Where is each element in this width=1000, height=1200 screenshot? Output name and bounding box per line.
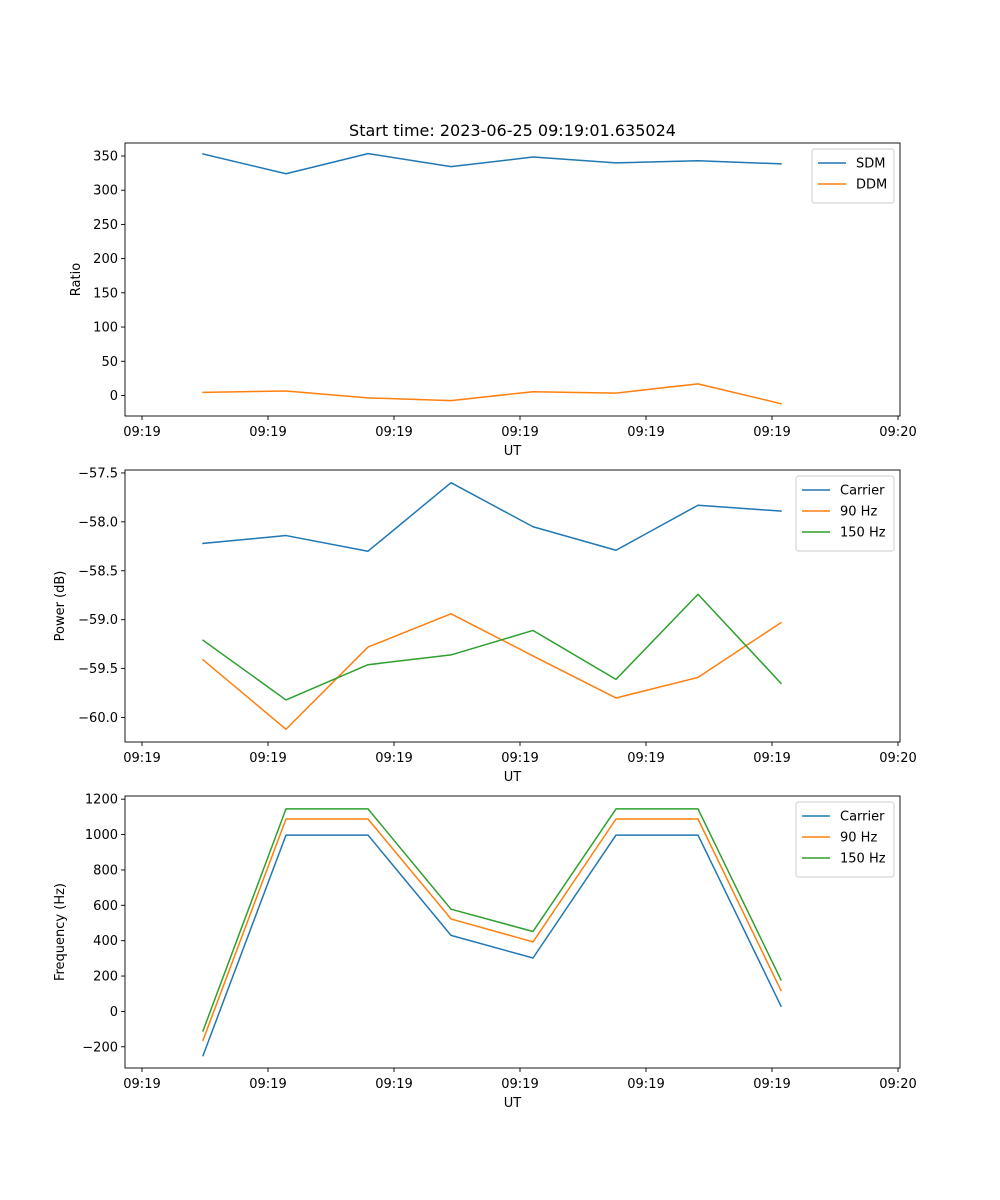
y-tick-label: 300 [93,184,118,199]
y-axis-label: Frequency (Hz) [53,883,68,981]
y-tick-label: 100 [93,321,118,336]
legend-label: DDM [856,178,887,193]
series-line-150-hz [201,593,783,701]
y-axis-label: Ratio [69,263,84,296]
x-tick-label: 09:19 [123,425,160,440]
y-tick-label: 1000 [85,828,118,843]
series-line-carrier [202,834,783,1057]
x-axis-label: UT [504,1096,522,1111]
x-tick-label: 09:19 [627,1077,664,1092]
legend: Carrier 90 Hz 150 Hz [795,801,895,878]
legend-label: 90 Hz [840,505,877,520]
legend-label: Carrier [840,484,885,499]
chart-title: Start time: 2023-06-25 09:19:01.635024 [349,121,676,140]
plot-frame [124,469,901,743]
x-axis-label: UT [504,444,522,459]
series-line-sdm [202,152,782,175]
x-tick-label: 09:19 [249,425,286,440]
y-axis-label: Power (dB) [53,571,68,642]
y-tick-label: 0 [110,389,118,404]
y-tick-label: 150 [93,286,118,301]
x-tick-label: 09:19 [627,751,664,766]
y-tick-label: 400 [93,934,118,949]
x-tick-label: 09:19 [249,751,286,766]
y-tick-label: −59.0 [78,613,118,628]
y-tick-label: −58.5 [78,564,118,579]
legend-label: SDM [856,157,885,172]
y-tick-label: 250 [93,218,118,233]
x-tick-label: 09:19 [627,425,664,440]
y-tick-label: −60.0 [78,711,118,726]
plot-frame [124,795,901,1069]
x-tick-label: 09:19 [375,751,412,766]
plot-frame [124,142,901,417]
x-tick-label: 09:20 [879,751,916,766]
legend-label: 150 Hz [840,526,886,541]
x-tick-label: 09:19 [501,1077,538,1092]
y-tick-label: 200 [93,252,118,267]
x-tick-label: 09:19 [249,1077,286,1092]
chart-panel-1: Start time: 2023-06-25 09:19:01.635024 09… [69,121,917,459]
x-tick-label: 09:19 [375,1077,412,1092]
y-tick-label: 200 [93,970,118,985]
series-line-ddm [202,383,782,405]
x-tick-label: 09:20 [879,1077,916,1092]
x-tick-label: 09:20 [879,425,916,440]
series-line-150-hz [202,808,783,1032]
y-tick-label: 1200 [85,793,118,808]
y-tick-label: −59.5 [78,662,118,677]
y-tick-label: 50 [101,355,118,370]
x-tick-label: 09:19 [753,751,790,766]
y-tick-label: 600 [93,899,118,914]
series-line-90-hz [201,613,783,731]
y-tick-label: −200 [82,1040,118,1055]
y-tick-label: 800 [93,863,118,878]
y-tick-label: 350 [93,150,118,165]
chart-panel-2: 09:19 09:19 09:19 09:19 09:19 09:19 09:20 −60.0… [53,466,917,785]
series-line-90-hz [202,818,783,1042]
x-tick-label: 09:19 [501,425,538,440]
y-tick-label: −57.5 [78,466,118,481]
legend-label: Carrier [840,810,885,825]
x-axis-label: UT [504,770,522,785]
y-tick-label: −58.0 [78,515,118,530]
chart-panel-3: 09:19 09:19 09:19 09:19 09:19 09:19 09:20 −200 0… [53,793,917,1111]
x-tick-label: 09:19 [501,751,538,766]
x-tick-label: 09:19 [123,751,160,766]
x-tick-label: 09:19 [753,1077,790,1092]
x-tick-label: 09:19 [753,425,790,440]
legend: Carrier 90 Hz 150 Hz [795,475,895,552]
y-tick-label: 0 [110,1005,118,1020]
x-tick-label: 09:19 [375,425,412,440]
legend-label: 150 Hz [840,852,886,867]
series-line-carrier [202,481,782,552]
x-tick-label: 09:19 [123,1077,160,1092]
legend: SDM DDM [811,148,895,204]
legend-label: 90 Hz [840,831,877,846]
